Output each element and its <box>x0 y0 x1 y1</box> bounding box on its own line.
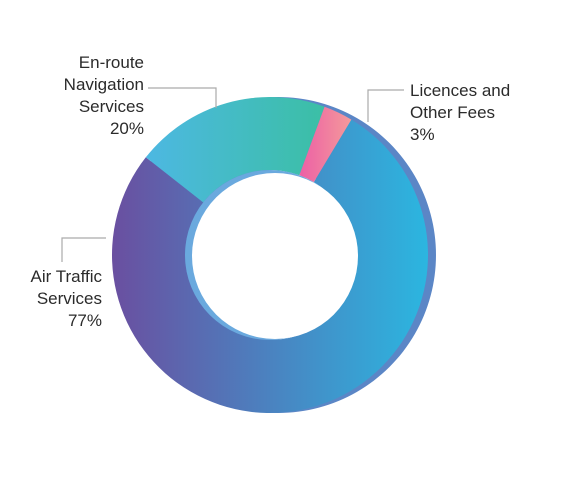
label-line: Navigation <box>63 75 144 94</box>
label-line: Other Fees <box>410 103 496 122</box>
label-air-traffic-services: Air Traffic Services 77% <box>10 266 102 332</box>
slice-air-traffic-services <box>112 119 429 414</box>
label-line: Air Traffic <box>30 267 102 286</box>
label-value: 3% <box>410 125 435 144</box>
donut-slices <box>112 96 429 414</box>
leader-air-traffic <box>61 237 106 262</box>
label-line: Services <box>78 97 144 116</box>
label-line: En-route <box>78 53 144 72</box>
label-value: 77% <box>67 311 102 330</box>
label-value: 20% <box>109 119 144 138</box>
label-line: Licences and <box>410 81 511 100</box>
donut-inner-wall <box>185 170 358 340</box>
leader-licences <box>367 89 404 122</box>
donut-hole <box>192 173 358 339</box>
leader-en-route <box>148 87 217 108</box>
slice-licences-other-fees <box>299 106 352 183</box>
slice-en-route-navigation <box>145 96 325 203</box>
label-licences-other-fees: Licences and Other Fees 3% <box>410 80 560 146</box>
label-en-route-navigation: En-route Navigation Services 20% <box>28 52 144 140</box>
label-line: Services <box>36 289 102 308</box>
leader-lines <box>61 87 404 262</box>
